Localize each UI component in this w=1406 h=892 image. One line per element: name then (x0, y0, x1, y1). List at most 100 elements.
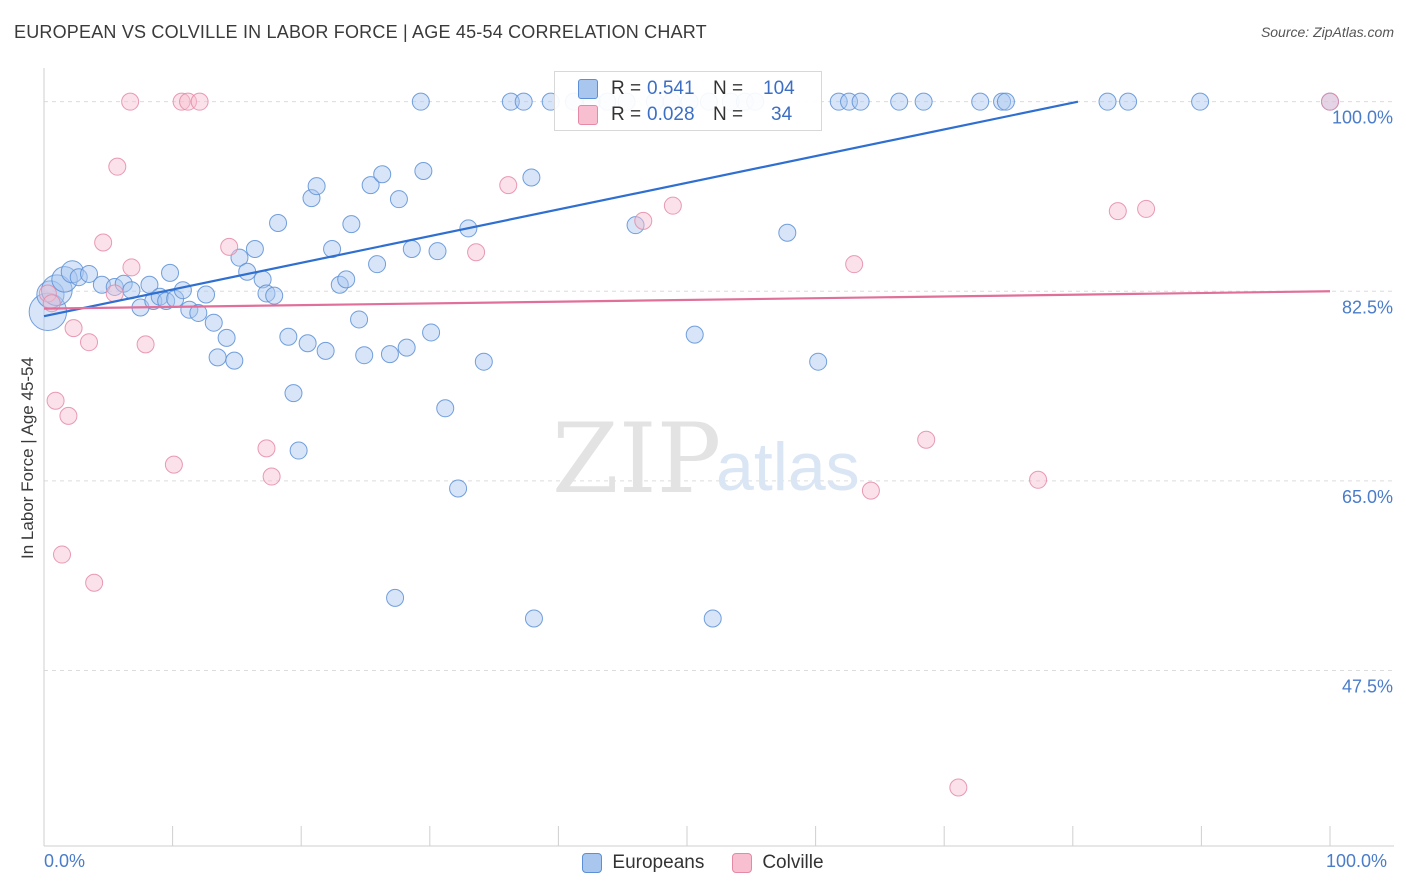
europeans-point (368, 255, 387, 274)
europeans-point (197, 285, 216, 304)
europeans-point (161, 263, 180, 282)
europeans-point (389, 190, 408, 209)
europeans-point (428, 242, 447, 261)
europeans-point (217, 328, 236, 347)
axes (43, 68, 1394, 847)
europeans-point (422, 323, 441, 342)
europeans-point (225, 351, 244, 370)
colville-point (59, 406, 78, 425)
colville-point (1137, 199, 1156, 218)
europeans-point (316, 341, 335, 360)
y-tick-label-2: 82.5% (1342, 297, 1393, 317)
colville-point (1029, 470, 1048, 489)
europeans-legend-swatch (582, 853, 603, 873)
europeans-point (971, 92, 990, 111)
europeans-point (204, 313, 223, 332)
bottom-legend: Europeans Colville (0, 852, 1406, 874)
n-value-colville: 34 (771, 104, 793, 125)
legend-item-colville[interactable]: Colville (732, 852, 824, 874)
colville-trend-line (43, 290, 1331, 310)
colville-point (94, 233, 113, 252)
y-tick-label-3: 100.0% (1332, 108, 1393, 128)
europeans-point (355, 346, 374, 365)
europeans-point (397, 338, 416, 357)
europeans-point (474, 352, 493, 371)
colville-point (190, 92, 209, 111)
legend-item-europeans[interactable]: Europeans (582, 852, 704, 874)
europeans-point (157, 292, 176, 311)
y-axis-title: In Labor Force | Age 45-54 (18, 357, 37, 559)
colville-point (499, 176, 518, 195)
europeans-point (337, 270, 356, 289)
europeans-point (302, 189, 321, 208)
europeans-point (829, 92, 848, 111)
n-label: N = (713, 104, 744, 125)
europeans-point (245, 240, 264, 259)
chart-title: EUROPEAN VS COLVILLE IN LABOR FORCE | AG… (14, 22, 707, 42)
n-label: N = (713, 78, 744, 99)
r-value-europeans: 0.541 (647, 78, 695, 99)
europeans-point (189, 303, 208, 322)
europeans-point (524, 609, 543, 628)
colville-point (1108, 202, 1127, 221)
watermark-zip: ZIP (552, 403, 721, 515)
colville-point (861, 481, 880, 500)
colville-point (634, 211, 653, 230)
europeans-point (411, 92, 430, 111)
europeans-point (703, 609, 722, 628)
y-tick-label-0: 47.5% (1342, 676, 1393, 696)
colville-point (136, 335, 155, 354)
r-label: R = (611, 104, 642, 125)
x-tick-label-max: 100.0% (1326, 851, 1388, 871)
colville-point (917, 430, 936, 449)
europeans-points (28, 92, 1339, 628)
colville-legend-label: Colville (762, 852, 824, 873)
colville-point (172, 92, 191, 111)
europeans-point (809, 352, 828, 371)
europeans-point (208, 348, 227, 367)
europeans-point (402, 240, 421, 259)
colville-point (53, 545, 72, 564)
europeans-point (257, 284, 276, 303)
europeans-point (449, 479, 468, 498)
europeans-point (284, 384, 303, 403)
europeans-point (386, 588, 405, 607)
trend-lines (43, 100, 1331, 318)
europeans-point (289, 441, 308, 460)
colville-point (220, 237, 239, 256)
watermark-atlas: atlas (716, 429, 860, 505)
europeans-point (269, 214, 288, 233)
colville-point (845, 255, 864, 274)
colville-point (663, 196, 682, 215)
europeans-point (993, 92, 1012, 111)
colville-point (64, 319, 83, 338)
europeans-point (501, 92, 520, 111)
europeans-point (514, 92, 533, 111)
europeans-point (996, 92, 1015, 111)
y-tick-label-1: 65.0% (1342, 487, 1393, 507)
colville-point (80, 333, 99, 352)
colville-point (122, 258, 141, 277)
europeans-point (114, 274, 133, 293)
x-tick-label-min: 0.0% (44, 851, 86, 871)
europeans-trend-line (43, 100, 1079, 318)
colville-point (949, 778, 968, 797)
colville-point (262, 467, 281, 486)
n-value-europeans: 104 (763, 78, 795, 99)
colville-point (1321, 92, 1339, 111)
europeans-point (436, 399, 455, 418)
europeans-point (69, 268, 88, 287)
europeans-point (1119, 92, 1138, 111)
europeans-point (298, 334, 317, 353)
colville-point (46, 391, 65, 410)
colville-point (38, 284, 57, 303)
europeans-point (173, 281, 192, 300)
colville-point (121, 92, 140, 111)
colville-legend-swatch (732, 853, 753, 873)
europeans-point (1191, 92, 1210, 111)
europeans-point (685, 325, 704, 344)
europeans-point (1098, 92, 1117, 111)
correlation-legend: R = 0.541 N = 104 R = 0.028 N = 34 (554, 71, 822, 131)
